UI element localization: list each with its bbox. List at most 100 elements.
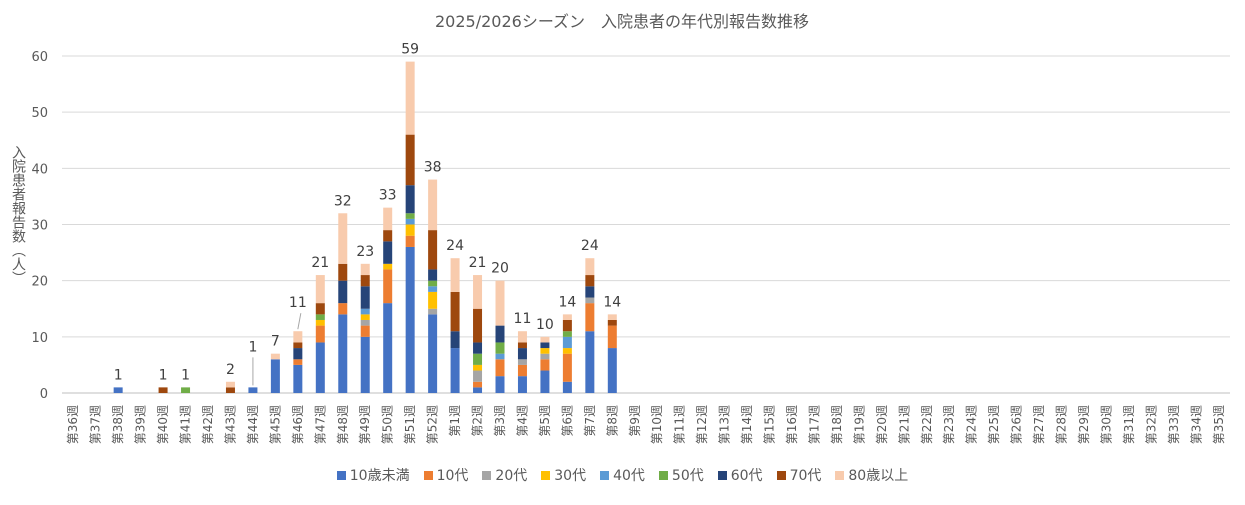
legend-item: 60代 xyxy=(717,465,763,485)
x-axis-ticks: 第36週 第37週 第38週 第39週 第40週 第41週 第42週 第43週 第44週 第45週… xyxy=(66,405,1226,444)
x-tick-label: 第21週 xyxy=(897,405,911,444)
bar-segment-60代-第5週 xyxy=(540,342,550,349)
bar-segment-10代-第4週 xyxy=(517,364,527,377)
bar-segment-30代-第2週 xyxy=(473,364,483,371)
data-label: 1 xyxy=(114,367,123,383)
bar-segment-20代-第2週 xyxy=(473,370,483,382)
bar-segment-10代-第49週 xyxy=(360,325,370,337)
x-tick-label: 第45週 xyxy=(268,405,282,444)
bar-segment-10代-第2週 xyxy=(473,381,483,388)
data-label: 1 xyxy=(159,367,168,383)
data-label: 24 xyxy=(446,238,464,254)
legend-swatch xyxy=(835,470,845,480)
bar-segment-80歳以上-第4週 xyxy=(517,331,527,343)
data-label: 11 xyxy=(514,311,532,327)
x-tick-label: 第1週 xyxy=(448,405,462,437)
legend-label: 50代 xyxy=(671,468,704,484)
bar-segment-50代-第51週 xyxy=(405,213,415,219)
data-label: 14 xyxy=(603,294,621,310)
data-label: 2 xyxy=(226,362,235,378)
bar-segment-70代-第1週 xyxy=(450,291,460,332)
y-axis-ticks: 0 10 20 30 40 50 60 xyxy=(31,50,48,402)
x-tick-label: 第11週 xyxy=(673,405,687,444)
data-label: 10 xyxy=(536,317,554,333)
x-tick-label: 第14週 xyxy=(740,405,754,444)
bar-segment-10歳未満-第7週 xyxy=(585,331,595,393)
legend-item: 80歳以上 xyxy=(835,465,908,485)
x-tick-label: 第44週 xyxy=(246,405,260,444)
y-axis-label: 入院患者報告数（人） xyxy=(10,145,26,285)
bar-segment-60代-第46週 xyxy=(293,348,303,360)
bar-segment-60代-第7週 xyxy=(585,286,595,298)
bar-segment-50代-第47週 xyxy=(315,314,325,320)
bar-segment-10代-第6週 xyxy=(562,353,572,382)
bar-segment-60代-第4週 xyxy=(517,348,527,360)
bar-segment-10歳未満-第51週 xyxy=(405,246,415,393)
bar-segment-10歳未満-第1週 xyxy=(450,348,460,393)
bar-segment-50代-第6週 xyxy=(562,331,572,337)
bar-segment-10代-第48週 xyxy=(338,303,348,315)
bar-segment-70代-第51週 xyxy=(405,134,415,186)
legend-swatch xyxy=(482,470,492,480)
legend-item: 40代 xyxy=(600,465,645,485)
bar-segment-10歳未満-第6週 xyxy=(562,381,572,393)
y-tick-label: 30 xyxy=(31,219,48,234)
bar-segment-10歳未満-第49週 xyxy=(360,336,370,393)
y-tick-label: 20 xyxy=(31,275,48,290)
bar-segment-10歳未満-第45週 xyxy=(270,359,280,393)
data-label: 33 xyxy=(379,188,397,204)
bar-segment-60代-第2週 xyxy=(473,342,483,354)
x-tick-label: 第9週 xyxy=(628,405,642,437)
legend: 10歳未満 10代 20代 30代 40代 50代 60代 70代 80歳以上 xyxy=(0,465,1245,485)
data-label: 20 xyxy=(491,261,509,277)
x-tick-label: 第35週 xyxy=(1212,405,1226,444)
x-tick-label: 第2週 xyxy=(471,405,485,437)
bar-segment-80歳以上-第47週 xyxy=(315,275,325,304)
x-tick-label: 第15週 xyxy=(763,405,777,444)
bar-segment-40代-第3週 xyxy=(495,353,505,360)
bar-segment-80歳以上-第50週 xyxy=(383,207,393,231)
x-tick-label: 第23週 xyxy=(942,405,956,444)
bar-segment-80歳以上-第7週 xyxy=(585,258,595,276)
bar-segment-50代-第2週 xyxy=(473,353,483,365)
x-tick-label: 第8週 xyxy=(605,405,619,437)
bar-segment-80歳以上-第2週 xyxy=(473,275,483,309)
y-tick-label: 50 xyxy=(31,106,48,121)
x-tick-label: 第13週 xyxy=(718,405,732,444)
x-tick-label: 第42週 xyxy=(201,405,215,444)
bar-segment-50代-第41週 xyxy=(181,387,191,393)
bar-segment-30代-第47週 xyxy=(315,319,325,326)
bar-segment-10代-第3週 xyxy=(495,359,505,377)
bar-segment-70代-第8週 xyxy=(607,319,617,326)
legend-label: 30代 xyxy=(554,468,587,484)
bar-segment-30代-第5週 xyxy=(540,348,550,354)
legend-swatch xyxy=(423,470,433,480)
x-tick-label: 第39週 xyxy=(134,405,148,444)
x-tick-label: 第6週 xyxy=(560,405,574,437)
y-tick-label: 40 xyxy=(31,162,48,177)
x-tick-label: 第29週 xyxy=(1077,405,1091,444)
bar-segment-60代-第48週 xyxy=(338,280,348,304)
bar-segment-10歳未満-第8週 xyxy=(607,348,617,393)
legend-label: 20代 xyxy=(495,468,528,484)
bar-segment-10代-第47週 xyxy=(315,325,325,343)
bar-segment-20代-第5週 xyxy=(540,353,550,360)
x-tick-label: 第46週 xyxy=(291,405,305,444)
bar-segment-80歳以上-第43週 xyxy=(225,381,235,388)
bar-segment-80歳以上-第46週 xyxy=(293,331,303,343)
x-tick-label: 第24週 xyxy=(965,405,979,444)
x-tick-label: 第43週 xyxy=(223,405,237,444)
bar-segment-80歳以上-第3週 xyxy=(495,280,505,326)
x-tick-label: 第30週 xyxy=(1099,405,1113,444)
bar-segment-50代-第3週 xyxy=(495,342,505,354)
bar-segment-40代-第51週 xyxy=(405,218,415,225)
bar-segment-30代-第52週 xyxy=(428,291,438,309)
bar-segment-10歳未満-第4週 xyxy=(517,376,527,393)
bar-segment-80歳以上-第48週 xyxy=(338,213,348,264)
bar-segment-70代-第52週 xyxy=(428,230,438,270)
bar-segment-10歳未満-第48週 xyxy=(338,314,348,393)
data-label: 23 xyxy=(356,244,374,260)
data-label: 21 xyxy=(311,255,329,271)
